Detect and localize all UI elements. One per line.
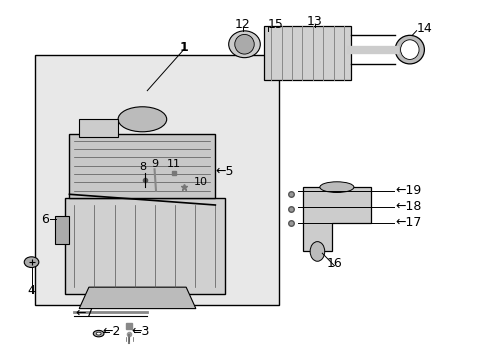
Text: 10: 10 <box>193 177 207 187</box>
Text: 16: 16 <box>326 257 342 270</box>
Text: ←18: ←18 <box>394 200 421 213</box>
Polygon shape <box>64 198 224 294</box>
Polygon shape <box>69 134 215 198</box>
Polygon shape <box>55 216 69 244</box>
Text: 15: 15 <box>267 18 283 31</box>
Ellipse shape <box>24 257 39 267</box>
Text: ←7: ←7 <box>75 307 94 320</box>
Ellipse shape <box>228 31 260 58</box>
Polygon shape <box>79 287 196 309</box>
Polygon shape <box>264 26 351 80</box>
Text: ←17: ←17 <box>394 216 421 229</box>
Ellipse shape <box>309 242 324 261</box>
Bar <box>35 55 278 305</box>
Polygon shape <box>302 187 370 251</box>
Text: 12: 12 <box>235 18 250 31</box>
Ellipse shape <box>118 107 166 132</box>
Polygon shape <box>79 119 118 137</box>
Ellipse shape <box>234 35 254 54</box>
Ellipse shape <box>319 182 353 193</box>
Text: 9: 9 <box>151 159 158 169</box>
Text: 1: 1 <box>179 41 188 54</box>
Text: 4: 4 <box>27 284 36 297</box>
Text: 8: 8 <box>139 162 145 172</box>
Text: 6: 6 <box>41 213 49 226</box>
Text: ←2: ←2 <box>102 325 120 338</box>
Text: 11: 11 <box>167 159 181 169</box>
Text: ←5: ←5 <box>215 165 233 177</box>
Text: 13: 13 <box>306 14 322 27</box>
Text: ←3: ←3 <box>131 325 149 338</box>
Ellipse shape <box>394 35 424 64</box>
Ellipse shape <box>93 330 104 337</box>
Text: 14: 14 <box>416 22 432 35</box>
Ellipse shape <box>96 332 101 335</box>
Text: ←19: ←19 <box>394 184 421 197</box>
Ellipse shape <box>400 40 418 59</box>
